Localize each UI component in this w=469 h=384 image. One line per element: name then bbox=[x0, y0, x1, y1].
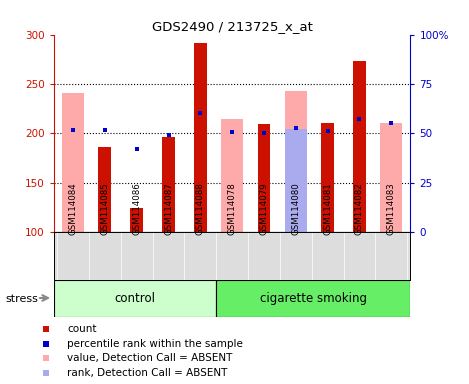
Bar bbox=[162, 137, 175, 232]
Bar bbox=[321, 122, 334, 232]
Text: percentile rank within the sample: percentile rank within the sample bbox=[68, 339, 243, 349]
Bar bbox=[194, 43, 207, 232]
Bar bbox=[221, 119, 243, 232]
Bar bbox=[285, 91, 307, 232]
Bar bbox=[353, 61, 366, 232]
Text: value, Detection Call = ABSENT: value, Detection Call = ABSENT bbox=[68, 353, 233, 364]
Bar bbox=[98, 147, 111, 232]
Title: GDS2490 / 213725_x_at: GDS2490 / 213725_x_at bbox=[151, 20, 313, 33]
Bar bbox=[285, 129, 307, 232]
Bar bbox=[62, 93, 84, 232]
Text: count: count bbox=[68, 324, 97, 334]
Bar bbox=[380, 122, 402, 232]
Text: cigarette smoking: cigarette smoking bbox=[260, 292, 367, 305]
Bar bbox=[257, 124, 270, 232]
Text: rank, Detection Call = ABSENT: rank, Detection Call = ABSENT bbox=[68, 368, 228, 378]
Text: control: control bbox=[114, 292, 155, 305]
Text: stress: stress bbox=[6, 294, 38, 304]
Bar bbox=[54, 280, 216, 317]
Bar bbox=[216, 280, 410, 317]
Bar bbox=[130, 208, 143, 232]
